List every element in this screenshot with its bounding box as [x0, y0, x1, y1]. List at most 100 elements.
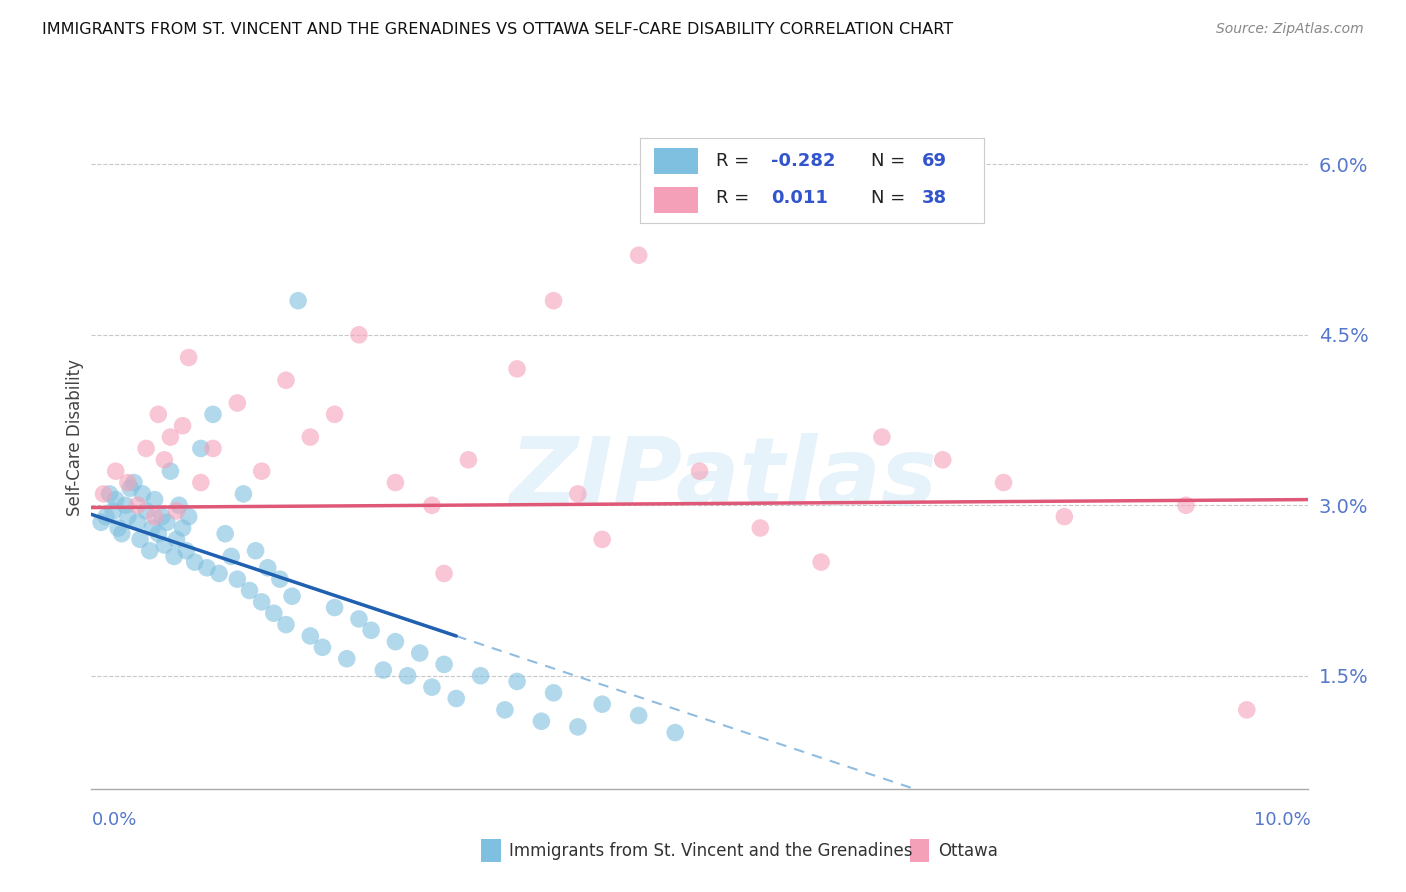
Point — [208, 566, 231, 581]
Point — [931, 452, 953, 467]
Point — [226, 396, 249, 410]
Point — [1175, 498, 1198, 512]
Point — [90, 516, 112, 530]
Point — [202, 442, 225, 456]
Point — [688, 464, 710, 478]
Point — [470, 669, 492, 683]
Point — [627, 708, 650, 723]
Point — [420, 498, 443, 512]
Point — [98, 487, 121, 501]
Point — [156, 516, 179, 530]
Point — [117, 475, 139, 490]
Point — [1053, 509, 1076, 524]
Point — [219, 549, 242, 564]
Point — [139, 543, 162, 558]
Point — [150, 509, 173, 524]
Point — [117, 509, 139, 524]
Point — [166, 504, 188, 518]
Text: 10.0%: 10.0% — [1254, 811, 1310, 829]
Point — [127, 498, 149, 512]
Point — [250, 464, 273, 478]
Point — [131, 487, 153, 501]
Text: -0.282: -0.282 — [770, 152, 835, 169]
Point — [530, 714, 553, 729]
Text: R =: R = — [716, 152, 755, 169]
Point — [153, 538, 176, 552]
Text: 0.011: 0.011 — [770, 189, 828, 207]
Point — [323, 600, 346, 615]
Point — [433, 566, 456, 581]
Point — [627, 248, 650, 262]
Point — [543, 293, 565, 308]
Point — [444, 691, 467, 706]
Point — [107, 521, 129, 535]
Point — [148, 526, 170, 541]
Point — [245, 543, 267, 558]
Point — [104, 464, 127, 478]
Point — [506, 362, 529, 376]
Point — [93, 487, 115, 501]
Text: Source: ZipAtlas.com: Source: ZipAtlas.com — [1216, 22, 1364, 37]
Text: ZIPatlas: ZIPatlas — [510, 434, 938, 525]
Point — [232, 487, 254, 501]
Point — [749, 521, 772, 535]
Point — [360, 624, 382, 638]
Point — [250, 595, 273, 609]
Point — [274, 617, 297, 632]
Point — [336, 651, 359, 665]
Point — [174, 543, 197, 558]
Point — [122, 475, 145, 490]
Point — [129, 533, 152, 547]
Point — [506, 674, 529, 689]
Point — [256, 561, 278, 575]
Point — [373, 663, 395, 677]
Text: N =: N = — [870, 152, 911, 169]
Point — [543, 686, 565, 700]
Point — [1236, 703, 1258, 717]
Point — [993, 475, 1015, 490]
Y-axis label: Self-Care Disability: Self-Care Disability — [66, 359, 84, 516]
Text: N =: N = — [870, 189, 911, 207]
Text: 69: 69 — [922, 152, 948, 169]
Point — [311, 640, 333, 655]
Point — [664, 725, 686, 739]
Point — [299, 629, 322, 643]
Point — [94, 509, 117, 524]
Text: Ottawa: Ottawa — [938, 842, 998, 860]
Point — [226, 572, 249, 586]
Point — [274, 373, 297, 387]
Text: Immigrants from St. Vincent and the Grenadines: Immigrants from St. Vincent and the Gren… — [509, 842, 912, 860]
Point — [269, 572, 291, 586]
Point — [433, 657, 456, 672]
Point — [384, 634, 406, 648]
Point — [159, 430, 181, 444]
Point — [177, 509, 200, 524]
Point — [870, 430, 893, 444]
Point — [177, 351, 200, 365]
Point — [457, 452, 479, 467]
Point — [567, 720, 589, 734]
Point — [409, 646, 432, 660]
Text: IMMIGRANTS FROM ST. VINCENT AND THE GRENADINES VS OTTAWA SELF-CARE DISABILITY CO: IMMIGRANTS FROM ST. VINCENT AND THE GREN… — [42, 22, 953, 37]
Text: 38: 38 — [922, 189, 948, 207]
Point — [159, 464, 181, 478]
Point — [202, 408, 225, 422]
Point — [567, 487, 589, 501]
Point — [103, 504, 125, 518]
Point — [190, 442, 212, 456]
Point — [195, 561, 218, 575]
Point — [184, 555, 207, 569]
Point — [238, 583, 260, 598]
Point — [287, 293, 309, 308]
Point — [111, 526, 134, 541]
Point — [591, 533, 613, 547]
Point — [214, 526, 236, 541]
Point — [135, 442, 157, 456]
Point — [494, 703, 516, 717]
Point — [127, 516, 149, 530]
Point — [299, 430, 322, 444]
Point — [591, 697, 613, 711]
Point — [384, 475, 406, 490]
Point — [172, 418, 194, 433]
Point — [263, 607, 285, 621]
